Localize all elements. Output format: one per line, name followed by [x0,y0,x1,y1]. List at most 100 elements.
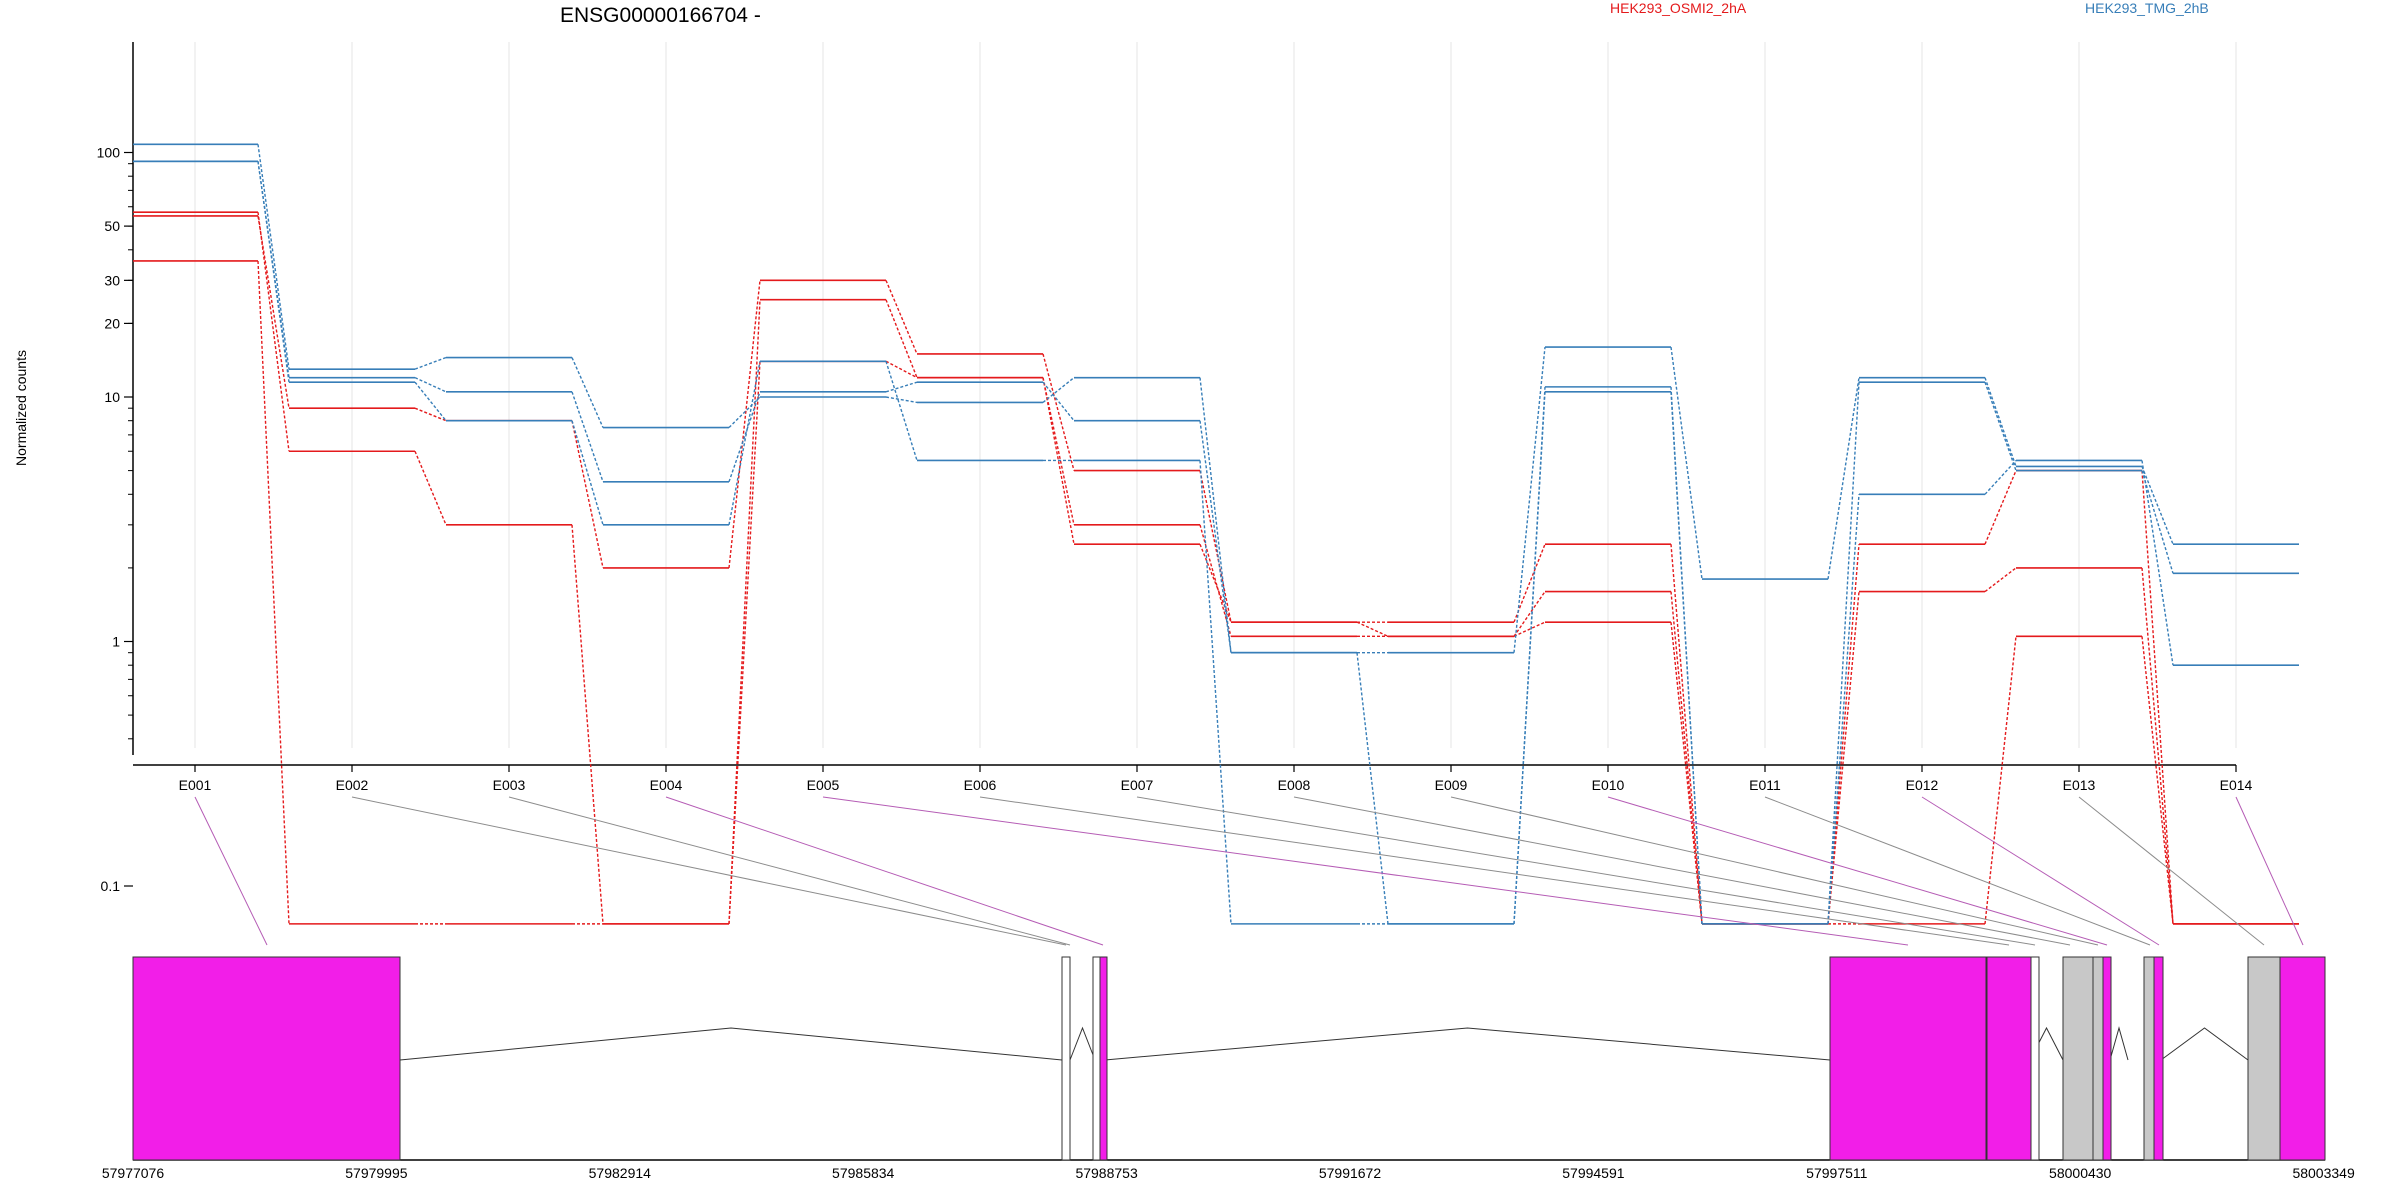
intron-line [2109,1026,2129,1061]
data-connector [2141,636,2174,924]
coordinate-label: 57988753 [1075,1165,1138,1181]
data-connector [1199,460,1232,924]
data-connector [414,407,447,422]
coordinate-label: 57982914 [589,1165,652,1181]
exon-mapping-lines [194,796,2304,946]
data-connector [2141,470,2174,924]
exon-mapping-line [1450,796,2099,946]
legend-item-tmg: HEK293_TMG_2hB [2085,0,2209,16]
intron-line [1069,1026,1096,1061]
x-tick-label: E007 [1121,777,1154,793]
x-tick-label: E010 [1592,777,1625,793]
exon-box [1092,956,1101,1161]
series-2 [133,260,2299,925]
exon-mapping-line [1293,796,2071,946]
x-tick-label: E006 [964,777,997,793]
x-axis: E001 E002 E003 E004 E005 E006 E007 E008 E009 E010… [133,764,2253,793]
x-tick-label: E004 [650,777,683,793]
exon-box [2092,956,2104,1161]
x-tick-label: E014 [2220,777,2253,793]
intron-line [399,1027,1063,1061]
data-connector [1042,377,1075,403]
exon-box-significant [132,956,401,1161]
data-connector [728,391,761,483]
data-connector [2141,460,2174,666]
data-connector [885,396,918,404]
coordinate-label: 58000430 [2049,1165,2112,1181]
y-tick-label: 20 [104,315,120,331]
coordinate-label: 57991672 [1319,1165,1382,1181]
series-0 [133,215,2299,925]
data-connector [1356,652,1389,924]
data-connector [257,144,290,370]
x-tick-label: E012 [1906,777,1939,793]
data-connector [1042,353,1075,471]
data-connector [2141,470,2174,574]
y-axis-label: Normalized counts [13,350,29,466]
data-connector [1199,377,1232,653]
data-connector [885,280,918,355]
data-connector [1199,524,1232,637]
data-connector [1670,346,1703,580]
exon-box-significant [2279,956,2326,1161]
exon-mapping-line [351,796,1067,946]
exon-mapping-line [2235,796,2304,946]
data-connector [1513,543,1546,623]
data-connector [257,161,290,383]
data-connector [571,391,604,483]
data-connector [2141,567,2174,924]
y-tick-label: 30 [104,272,120,288]
coordinate-label: 57997511 [1806,1165,1867,1181]
series-lines [133,143,2299,925]
exon-box [2062,956,2094,1161]
data-connector [1670,544,1703,924]
data-connector [885,381,918,393]
x-tick-label: E013 [2063,777,2096,793]
data-connector [414,450,447,526]
x-tick-label: E003 [493,777,526,793]
exon-mapping-line [1607,796,2108,946]
data-connector [1984,460,2017,495]
exon-mapping-line [1921,796,2160,946]
data-connector [1984,377,2017,467]
coordinate-label: 57985834 [832,1165,895,1181]
data-connector [257,260,290,924]
data-connector [1827,494,1860,924]
series-5 [133,160,2299,925]
exon-box [1061,956,1071,1161]
data-connector [885,361,918,461]
data-connector [1827,377,1860,580]
legend-item-osmi2: HEK293_OSMI2_2hA [1610,0,1747,16]
data-connector [1827,591,1860,924]
data-connector [1199,543,1232,623]
coordinate-label: 57994591 [1562,1165,1625,1181]
exon-box-significant [1986,956,2032,1161]
y-tick-label: 10 [104,389,120,405]
coordinate-label: 57979995 [345,1165,408,1181]
exon-box-significant [1829,956,1987,1161]
data-connector [2141,466,2174,545]
data-connector [1984,470,2017,545]
exon-box-significant [1099,956,1108,1161]
y-tick-label: 50 [104,218,120,234]
exon-mapping-line [979,796,2010,946]
data-connector [1984,636,2017,924]
data-connector [728,280,761,568]
y-tick-label: 100 [97,145,121,161]
data-connector [1513,591,1546,637]
x-tick-label: E001 [179,777,212,793]
series-1 [133,211,2299,925]
data-connector [1513,347,1546,653]
data-connector [728,396,761,429]
exon-mapping-line [822,796,1909,946]
x-tick-label: E009 [1435,777,1468,793]
data-connector [1513,391,1546,924]
gene-model: 57977076 57979995 57982914 57985834 57988753… [102,956,2355,1181]
data-connector [414,377,447,393]
data-connector [414,381,447,422]
exon-mapping-line [194,796,268,946]
exon-box [2247,956,2281,1161]
data-connector [571,357,604,428]
y-tick-label: 0.1 [101,878,121,894]
